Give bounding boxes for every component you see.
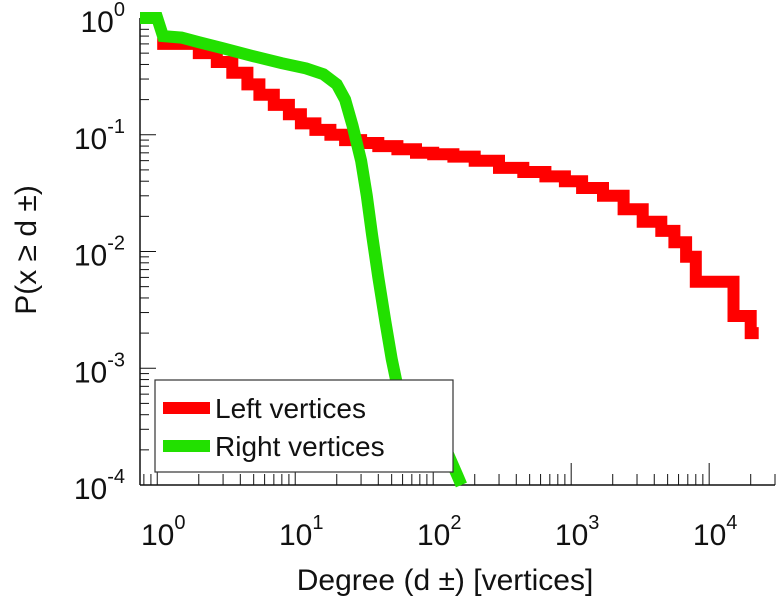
x-axis-label: Degree (d ±) [vertices] [297,564,594,597]
series-line-left-vertices [157,37,759,340]
legend-box [154,379,454,473]
y-tick-label: 10-4 [74,466,125,506]
legend-entry-label: Left vertices [215,393,366,424]
x-tick-label: 100 [141,512,186,552]
x-tick-label: 103 [555,512,600,552]
legend: Left vertices Right vertices [154,379,454,473]
y-tick-label: 10-1 [74,116,125,156]
tick-labels: 100 10-1 10-2 10-3 10-4 100 101 102 103 104 Degree… [10,0,737,597]
y-tick-label: 10-3 [74,349,125,389]
x-tick-label: 102 [417,512,462,552]
y-tick-label: 100 [81,0,126,39]
x-tick-label: 101 [279,512,324,552]
y-tick-label: 10-2 [74,233,125,273]
legend-entry-label: Right vertices [215,431,385,462]
x-tick-label: 104 [693,512,738,552]
y-axis-label: P(x ≥ d ±) [10,185,43,315]
